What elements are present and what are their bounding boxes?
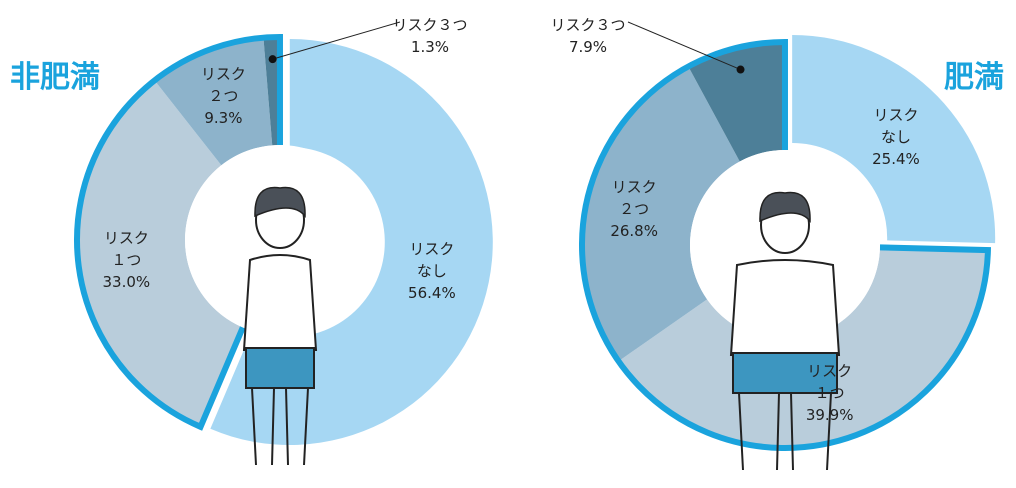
value-label: 26.8% [610, 220, 658, 242]
category-label: リスク なし [872, 104, 920, 148]
chart-title: 肥満 [944, 52, 1004, 96]
value-label: 1.3% [392, 36, 467, 58]
page: 非肥満 肥満 リスク なし56.4%リスク １つ33.0%リスク ２つ9.3%リ… [0, 0, 1016, 488]
chart-title: 非肥満 [10, 52, 100, 96]
value-label: 56.4% [408, 282, 456, 304]
figure-body [731, 260, 839, 355]
value-label: 33.0% [103, 271, 151, 293]
figure-body [244, 255, 316, 350]
callout-dot [737, 66, 745, 74]
callout-dot [269, 55, 277, 63]
chart [0, 0, 1016, 488]
category-label: リスク １つ [806, 360, 854, 404]
category-label: リスク３つ [392, 14, 467, 36]
category-label: リスク なし [408, 238, 456, 282]
value-label: 39.9% [806, 404, 854, 426]
figure-shorts [246, 348, 314, 388]
callout-line [628, 22, 741, 70]
value-label: 25.4% [872, 148, 920, 170]
category-label: リスク３つ [550, 14, 625, 36]
value-label: 7.9% [550, 36, 625, 58]
category-label: リスク ２つ [610, 176, 658, 220]
category-label: リスク １つ [103, 227, 151, 271]
category-label: リスク ２つ [201, 63, 246, 107]
value-label: 9.3% [201, 107, 246, 129]
